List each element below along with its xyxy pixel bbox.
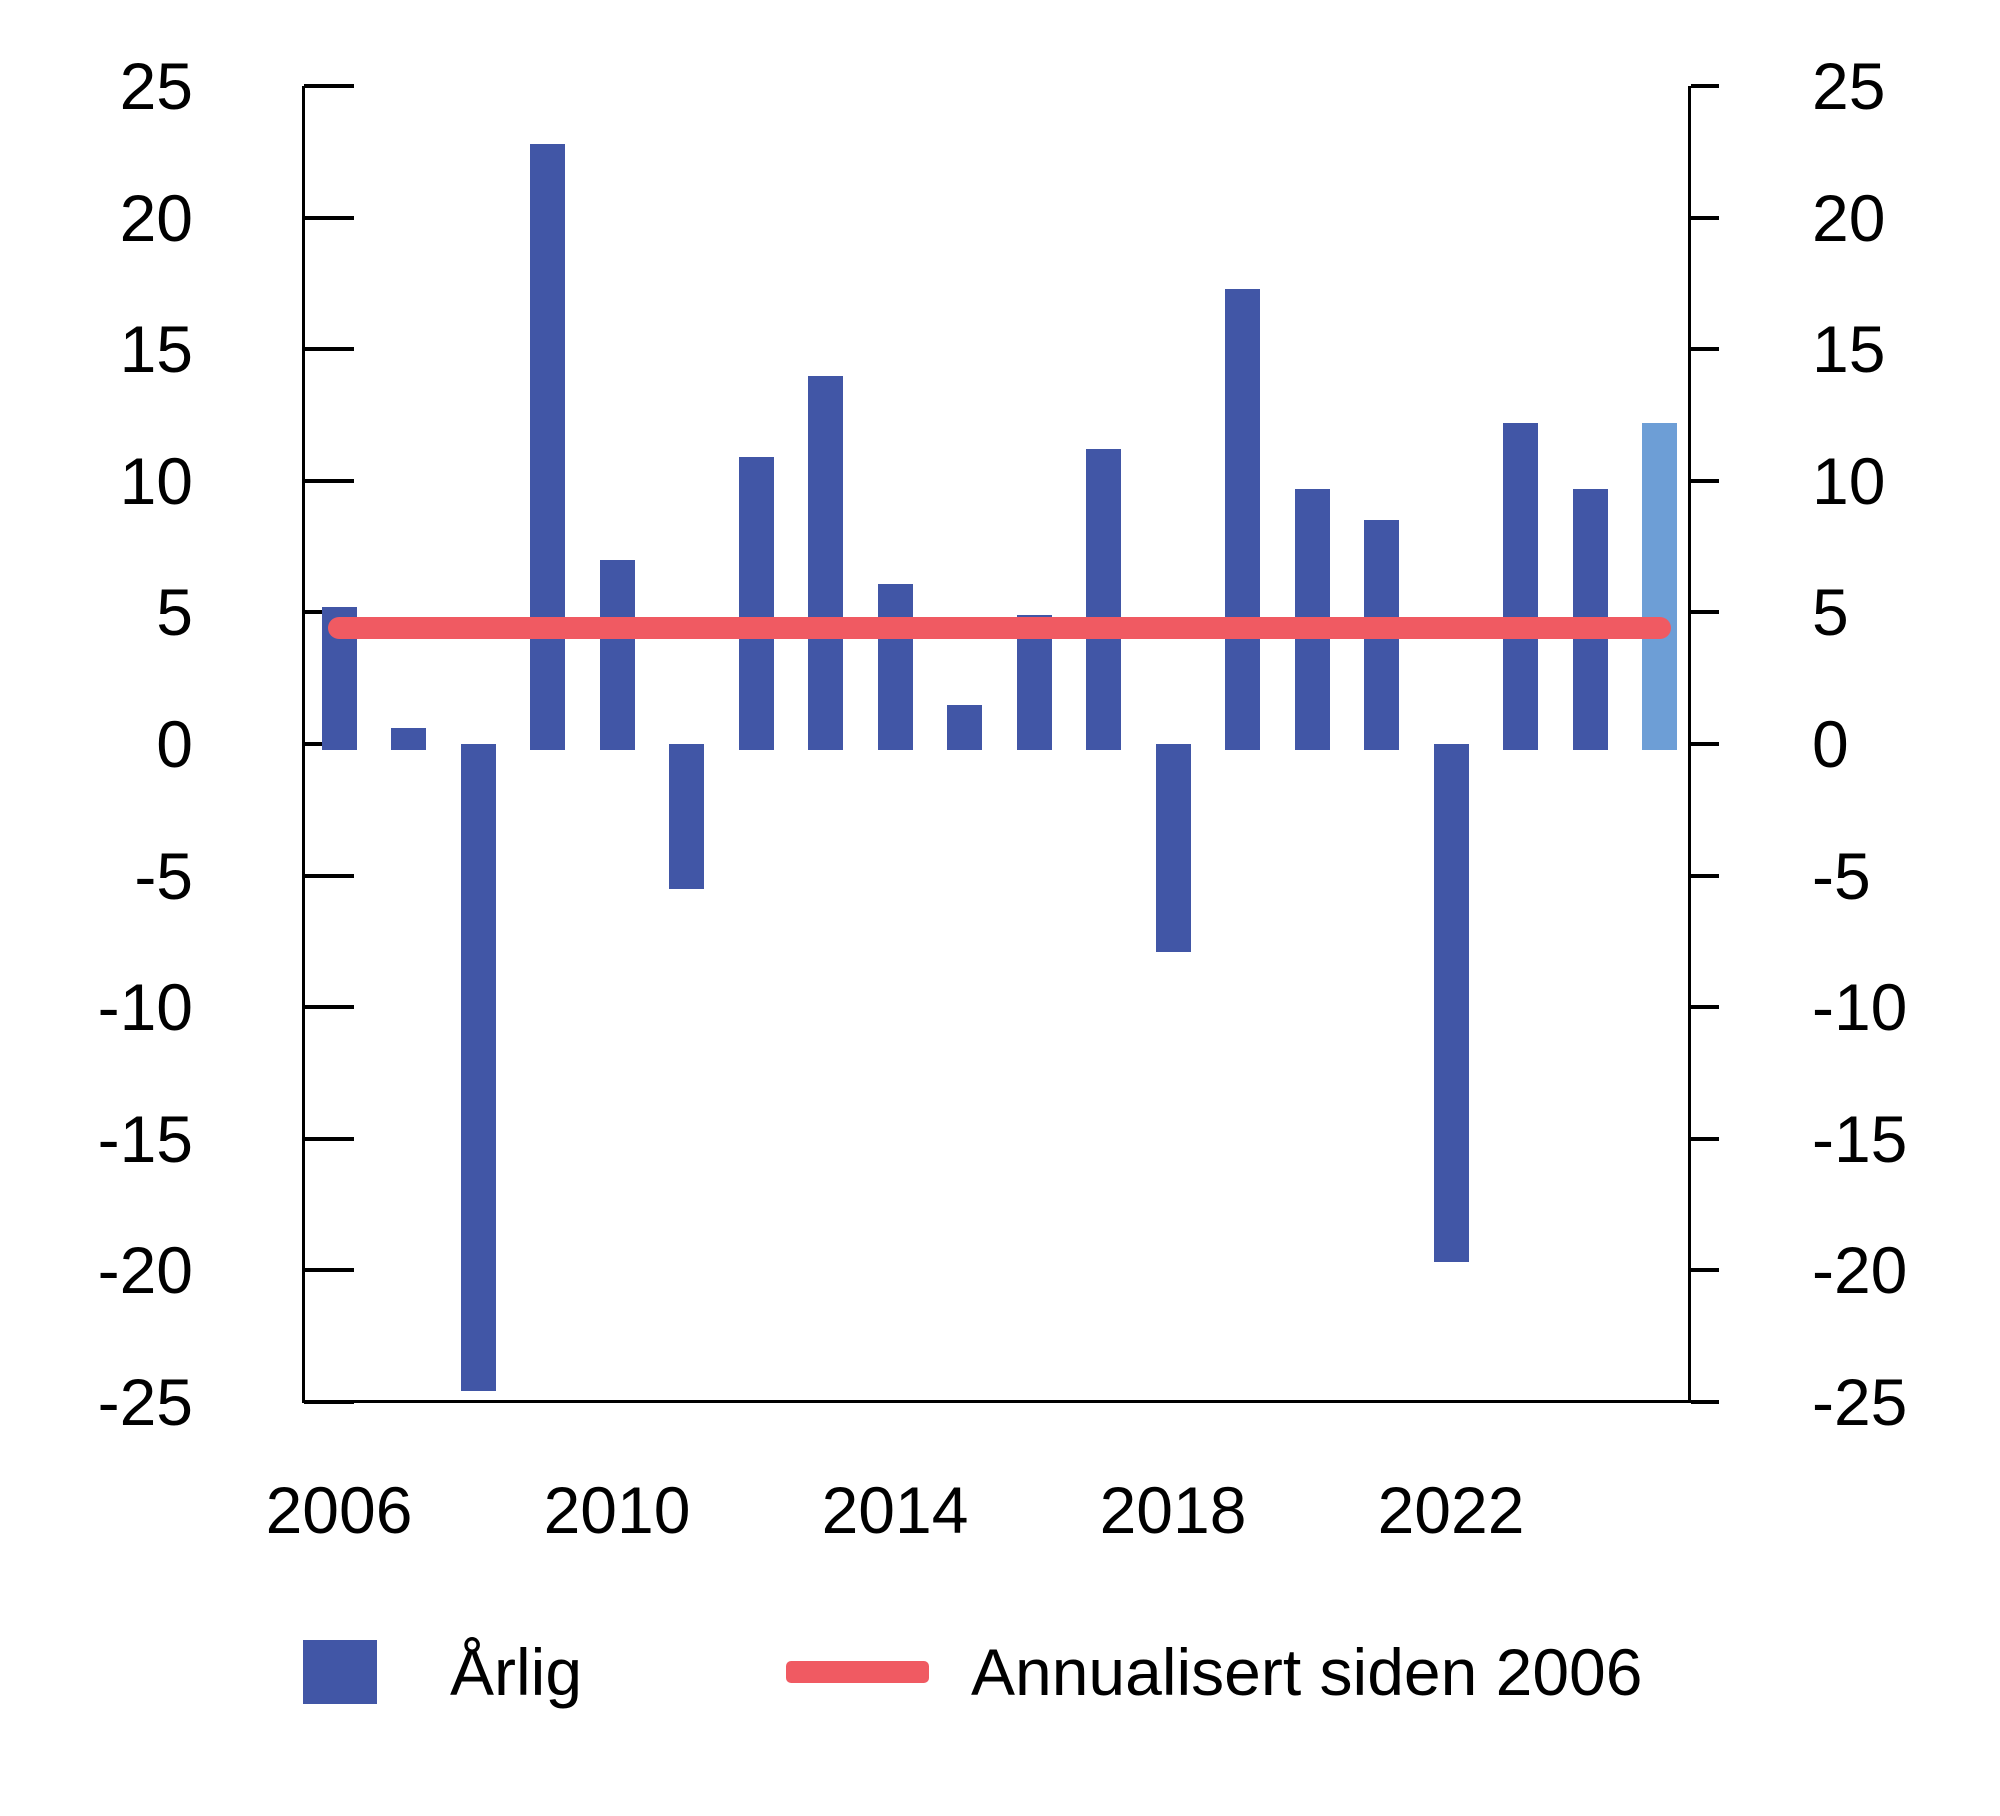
y-tick-label-left: 25 xyxy=(119,49,193,124)
y-tick-left xyxy=(304,478,354,483)
y-tick-right xyxy=(1691,742,1719,746)
y-tick-right xyxy=(1691,347,1719,352)
bar-2009 xyxy=(530,144,565,750)
bar-2019 xyxy=(1225,288,1260,750)
y-tick-label-left: -25 xyxy=(97,1364,193,1439)
y-tick-label-left: -20 xyxy=(97,1233,193,1308)
y-tick-left xyxy=(304,873,354,878)
y-tick-left xyxy=(304,84,354,89)
y-tick-right xyxy=(1691,1399,1719,1404)
y-tick-label-right: -5 xyxy=(1812,838,1871,913)
y-tick-right xyxy=(1691,215,1719,220)
y-tick-right xyxy=(1691,84,1719,89)
y-tick-label-left: 20 xyxy=(119,180,193,255)
y-tick-label-left: -15 xyxy=(97,1101,193,1176)
y-tick-label-left: 0 xyxy=(156,707,193,781)
y-tick-left xyxy=(304,1399,354,1404)
y-tick-label-right: 0 xyxy=(1812,707,1849,781)
x-tick-label: 2022 xyxy=(1377,1473,1525,1547)
legend-line-swatch xyxy=(786,1661,929,1683)
y-tick-label-left: 10 xyxy=(119,443,193,518)
x-tick-label: 2014 xyxy=(821,1473,969,1547)
y-tick-left xyxy=(304,1268,354,1273)
bar-2010 xyxy=(599,559,635,750)
bar-2008 xyxy=(460,744,496,1392)
bar-2014 xyxy=(877,583,913,750)
y-tick-label-left: -10 xyxy=(97,970,193,1045)
y-axis-right-line xyxy=(1688,86,1691,1402)
x-tick-label: 2018 xyxy=(1099,1473,1247,1547)
y-tick-label-right: 15 xyxy=(1812,312,1886,387)
y-tick-right xyxy=(1691,478,1719,483)
y-tick-left xyxy=(304,347,354,352)
y-tick-label-left: -5 xyxy=(134,838,193,913)
x-tick-label: 2006 xyxy=(265,1473,413,1547)
y-tick-right xyxy=(1691,1268,1719,1273)
y-tick-left xyxy=(304,742,322,746)
y-axis-left-line xyxy=(302,86,305,1402)
bar-2007 xyxy=(391,728,426,750)
y-tick-label-left: 5 xyxy=(156,575,193,650)
bar-2022 xyxy=(1433,744,1469,1263)
y-tick-right xyxy=(1691,1136,1719,1141)
y-tick-left xyxy=(304,1136,354,1141)
y-tick-left xyxy=(304,1005,354,1010)
y-tick-right xyxy=(1691,873,1719,878)
bar-2017 xyxy=(1086,449,1121,750)
bar-2011 xyxy=(669,744,704,889)
bar-2012 xyxy=(738,457,774,750)
y-tick-left xyxy=(304,610,322,615)
bar-2018 xyxy=(1155,744,1191,952)
y-tick-left xyxy=(304,215,354,220)
y-tick-label-right: -10 xyxy=(1812,970,1908,1045)
y-tick-right xyxy=(1691,610,1719,615)
annualized-line xyxy=(328,617,1671,640)
y-tick-label-right: 10 xyxy=(1812,443,1886,518)
x-tick-label: 2010 xyxy=(543,1473,691,1547)
y-tick-label-right: 25 xyxy=(1812,49,1886,124)
y-tick-label-right: -20 xyxy=(1812,1233,1908,1308)
y-tick-label-right: 20 xyxy=(1812,180,1886,255)
bar-2015 xyxy=(947,704,982,750)
legend-bar-swatch xyxy=(303,1640,377,1704)
y-tick-right xyxy=(1691,1005,1719,1010)
legend-label-annualized: Annualisert siden 2006 xyxy=(971,1635,1643,1709)
y-tick-label-right: -25 xyxy=(1812,1364,1908,1439)
bar-2013 xyxy=(808,375,843,750)
y-tick-label-right: 5 xyxy=(1812,575,1849,650)
bar-2025 xyxy=(1642,423,1677,750)
bar-2023 xyxy=(1503,423,1538,750)
y-tick-label-left: 15 xyxy=(119,312,193,387)
x-axis-line xyxy=(302,1400,1691,1403)
legend-label-annual: Årlig xyxy=(450,1635,583,1709)
y-tick-label-right: -15 xyxy=(1812,1101,1908,1176)
